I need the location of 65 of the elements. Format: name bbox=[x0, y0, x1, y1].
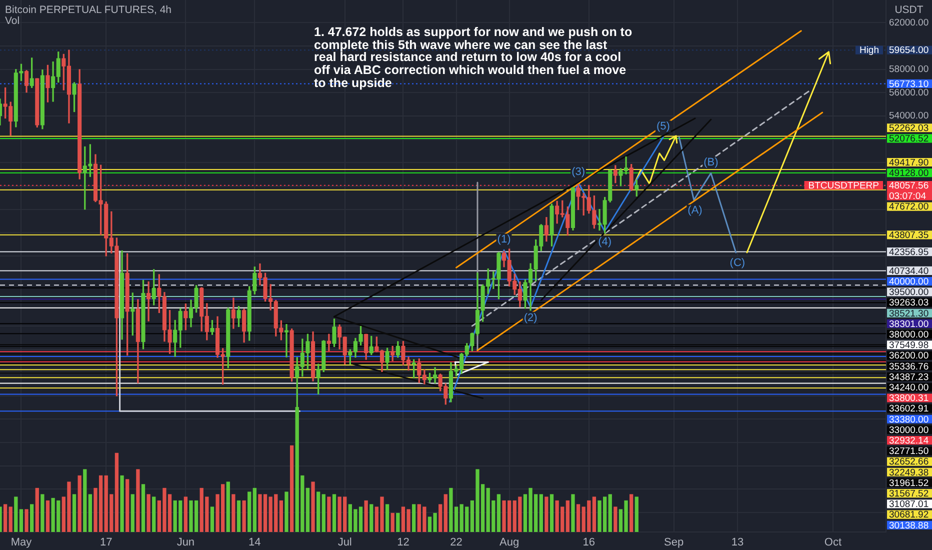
annotation: BTCUSDTPERP bbox=[808, 180, 880, 192]
ref-line-label: 52076.52 bbox=[889, 134, 929, 145]
y-tick-label: 58000.00 bbox=[889, 64, 929, 76]
legend-label: 30138.88 bbox=[889, 520, 929, 532]
ref-line-label: 40000.00 bbox=[889, 276, 929, 288]
legend-label: 34240.00 bbox=[889, 382, 929, 394]
x-tick-label: Oct bbox=[824, 536, 842, 549]
legend-label: 30681.92 bbox=[889, 510, 929, 521]
ref-line-label: 48057.56 03:07:04 bbox=[889, 180, 929, 202]
legend-label: 47672.00 bbox=[889, 202, 929, 213]
ref-line-label: 49417.90 bbox=[889, 157, 929, 168]
legend-label: 33380.00 bbox=[889, 414, 929, 426]
legend-label: 32932.14 bbox=[889, 435, 929, 446]
legend-label: 38000.00 bbox=[889, 329, 929, 340]
legend-label: 33800.31 bbox=[889, 393, 929, 404]
chart-title: Bitcoin PERPETUAL FUTURES, 4h bbox=[5, 4, 172, 16]
annotation: (C) bbox=[730, 257, 746, 269]
annotation: (2) bbox=[524, 312, 538, 324]
annotation: (A) bbox=[688, 204, 702, 217]
annotation: (4) bbox=[598, 236, 612, 248]
x-tick-label: Jun bbox=[176, 536, 195, 549]
legend-label: 32652.66 bbox=[889, 456, 929, 468]
x-tick-label: May bbox=[10, 536, 32, 549]
ref-line-label: 43807.35 bbox=[889, 230, 929, 242]
legend-label: 32771.50 bbox=[889, 446, 929, 458]
annotation: High bbox=[859, 45, 880, 56]
legend-label: 38521.30 bbox=[889, 308, 929, 320]
annotation: (5) bbox=[656, 120, 670, 133]
legend-label: 36200.00 bbox=[889, 350, 929, 362]
x-tick-label: 14 bbox=[248, 536, 261, 549]
legend-label: 33602.91 bbox=[889, 404, 929, 415]
legend-label: 35336.76 bbox=[889, 361, 929, 372]
x-tick-label: Jul bbox=[338, 536, 352, 549]
ref-line-label: 40734.40 bbox=[889, 266, 929, 277]
y-axis-title: USDT bbox=[894, 4, 924, 16]
ref-line-label: 39500.00 bbox=[889, 287, 929, 298]
annotation: (1) bbox=[497, 234, 511, 246]
legend-label: 31567.52 bbox=[889, 488, 929, 500]
legend-label: 34387.23 bbox=[889, 372, 929, 383]
ref-line-label: 59654.00 bbox=[889, 45, 929, 56]
x-tick-label: 22 bbox=[450, 536, 462, 549]
x-tick-label: 13 bbox=[731, 536, 744, 549]
ref-line-label: 56773.10 bbox=[889, 78, 929, 90]
annotation: 1. 47.672 holds as support for now and we push on to complete this 5th wave where we can see the last real hard resistance and return to low 40s for a cool off via ABC correction which would then fuel a move to the upside bbox=[314, 25, 632, 90]
ref-line-label: 49128.00 bbox=[889, 168, 929, 179]
annotation: (3) bbox=[572, 166, 586, 178]
legend-label: 32249.38 bbox=[889, 467, 929, 478]
legend-label: 38301.00 bbox=[889, 318, 929, 330]
legend-label: 31961.52 bbox=[889, 478, 929, 489]
y-tick-label: 56000.00 bbox=[889, 87, 929, 98]
x-tick-label: 17 bbox=[100, 536, 112, 549]
chart-title: Vol bbox=[5, 15, 20, 27]
legend-label: 33000.00 bbox=[889, 424, 929, 436]
ref-line-label: 42356.95 bbox=[889, 246, 929, 258]
x-tick-label: Sep bbox=[664, 536, 684, 549]
x-tick-label: 12 bbox=[397, 536, 410, 549]
legend-label: 31087.01 bbox=[889, 499, 929, 510]
y-tick-label: 62000.00 bbox=[889, 17, 929, 28]
ref-line-label: 52262.03 bbox=[889, 122, 929, 134]
x-tick-label: Aug bbox=[500, 536, 520, 549]
annotation: (B) bbox=[704, 156, 718, 169]
legend-label: 39263.03 bbox=[889, 298, 929, 309]
y-tick-label: 54000.00 bbox=[889, 110, 929, 122]
legend-label: 37549.98 bbox=[889, 340, 929, 352]
x-tick-label: 16 bbox=[582, 536, 596, 549]
